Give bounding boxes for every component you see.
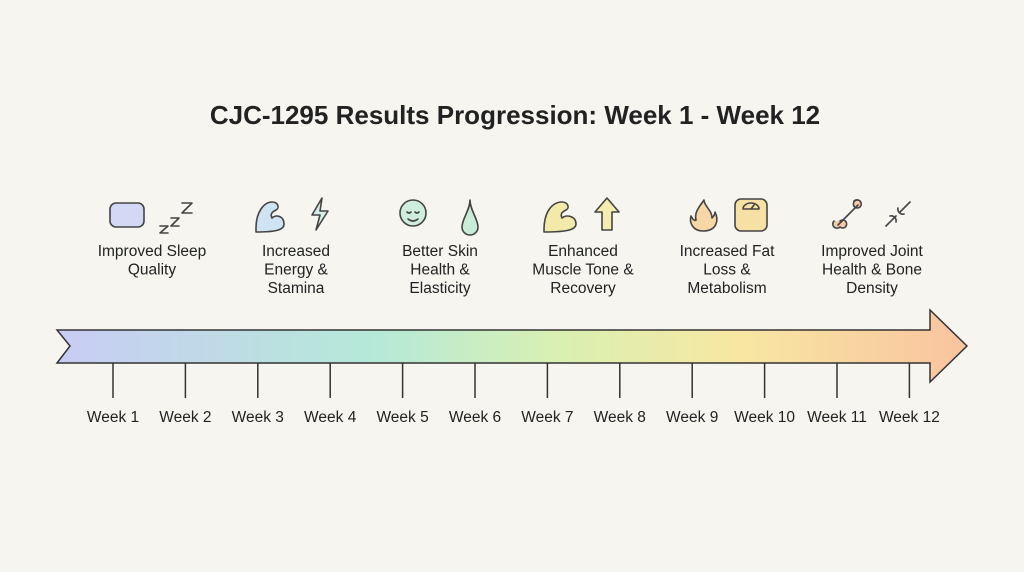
week-label: Week 9 <box>666 409 718 426</box>
milestone-label: Muscle Tone & <box>532 262 634 279</box>
week-label: Week 10 <box>734 409 795 426</box>
milestone-label: Improved Sleep <box>98 243 207 260</box>
week-label: Week 12 <box>879 409 940 426</box>
icon-energy <box>255 197 329 233</box>
timeline-arrow <box>55 308 969 384</box>
milestone-label: Better Skin <box>402 243 478 260</box>
milestone-label: Quality <box>128 262 176 279</box>
icon-skin <box>399 199 479 236</box>
milestone-label: Loss & <box>703 262 751 279</box>
milestone-label: Health & <box>410 262 470 279</box>
milestone-label: Density <box>846 280 898 297</box>
week-label: Week 11 <box>807 409 867 426</box>
milestone-label: Enhanced <box>548 243 618 260</box>
week-label: Week 6 <box>449 409 501 426</box>
week-label: Week 7 <box>521 409 573 426</box>
icon-muscle <box>543 197 620 233</box>
milestone-label: Recovery <box>550 280 616 297</box>
icon-joint <box>831 198 911 230</box>
week-label: Week 3 <box>232 409 284 426</box>
milestone-label: Energy & <box>264 262 328 279</box>
title: CJC-1295 Results Progression: Week 1 - W… <box>210 100 820 130</box>
icon-sleep <box>109 202 193 234</box>
week-label: Week 4 <box>304 409 357 426</box>
milestone-label: Increased <box>262 243 330 260</box>
week-label: Week 8 <box>594 409 646 426</box>
milestone-label: Stamina <box>268 280 325 297</box>
milestone-label: Health & Bone <box>822 262 922 279</box>
milestone-label: Metabolism <box>687 280 766 297</box>
week-label: Week 5 <box>376 409 428 426</box>
week-label: Week 2 <box>159 409 211 426</box>
icon-fat <box>689 198 768 232</box>
milestone-label: Elasticity <box>409 280 470 297</box>
milestone-label: Increased Fat <box>680 243 775 260</box>
milestone-label: Improved Joint <box>821 243 923 260</box>
week-label: Week 1 <box>87 409 139 426</box>
